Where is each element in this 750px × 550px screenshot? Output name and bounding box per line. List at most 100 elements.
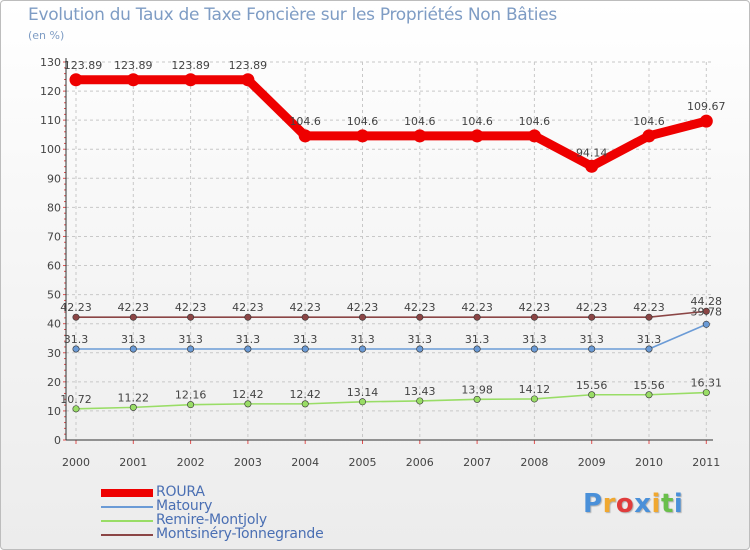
x-tick-label: 2010 [635, 456, 663, 469]
data-point [244, 345, 252, 353]
data-label: 42.23 [633, 301, 665, 314]
data-label: 13.98 [461, 383, 493, 396]
series-line-roura [71, 75, 711, 171]
data-label: 31.3 [178, 333, 203, 346]
data-label: 109.67 [687, 100, 726, 113]
x-tick-label: 2005 [349, 456, 377, 469]
data-point [527, 129, 541, 143]
data-label: 42.23 [519, 301, 551, 314]
logo-letter: i [673, 489, 684, 519]
data-point [129, 345, 137, 353]
data-label: 104.6 [519, 115, 551, 128]
x-tick-label: 2002 [177, 456, 205, 469]
logo-letter: r [602, 489, 616, 519]
data-label: 31.3 [350, 333, 375, 346]
data-label: 15.56 [576, 379, 608, 392]
series [69, 73, 713, 413]
data-label: 42.23 [289, 301, 321, 314]
data-label: 15.56 [633, 379, 665, 392]
data-point [244, 400, 252, 408]
series-line-remire-montjoly [75, 391, 708, 410]
data-point [244, 313, 252, 321]
data-label: 123.89 [171, 59, 210, 72]
data-labels: 123.89 123.89 123.89 123.89 104.6 104.6 104.6 1… [60, 59, 725, 406]
legend-swatch [101, 534, 153, 536]
data-point [301, 400, 309, 408]
legend-swatch [101, 506, 153, 508]
data-point [358, 398, 366, 406]
data-point [530, 313, 538, 321]
data-point [702, 320, 710, 328]
legend-swatch [101, 520, 153, 522]
data-label: 104.6 [633, 115, 665, 128]
data-point [645, 345, 653, 353]
x-tick-label: 2001 [119, 456, 147, 469]
data-point [241, 73, 255, 87]
data-label: 42.23 [461, 301, 493, 314]
data-point [72, 405, 80, 413]
series-line-montsin-ry-tonnegrande [75, 310, 708, 319]
data-point [358, 345, 366, 353]
data-label: 42.23 [347, 301, 379, 314]
y-tick-label: 70 [47, 230, 61, 243]
data-point [645, 391, 653, 399]
data-label: 42.23 [576, 301, 608, 314]
data-label: 42.23 [404, 301, 436, 314]
data-point [588, 345, 596, 353]
data-point [129, 313, 137, 321]
data-point [702, 307, 710, 315]
data-label: 31.3 [408, 333, 433, 346]
data-label: 42.23 [175, 301, 207, 314]
data-label: 10.72 [60, 393, 92, 406]
data-label: 31.3 [293, 333, 318, 346]
data-point [301, 345, 309, 353]
data-point [473, 345, 481, 353]
y-tick-label: 90 [47, 172, 61, 185]
y-tick-label: 60 [47, 260, 61, 273]
y-tick-label: 0 [54, 434, 61, 447]
series-line-matoury [75, 323, 708, 350]
data-point [184, 73, 198, 87]
y-tick-label: 30 [47, 347, 61, 360]
data-point [356, 129, 369, 143]
data-label: 39.78 [691, 305, 723, 318]
x-tick-label: 2003 [234, 456, 262, 469]
x-tick-label: 2000 [62, 456, 90, 469]
logo-letter: o [615, 489, 635, 519]
data-point [298, 129, 312, 143]
data-point [588, 313, 596, 321]
data-point [585, 159, 599, 173]
y-tick-label: 10 [47, 405, 61, 418]
data-label: 31.3 [121, 333, 146, 346]
data-label: 12.42 [232, 388, 264, 401]
y-tick-label: 80 [47, 201, 61, 214]
x-tick-label: 2008 [520, 456, 548, 469]
data-label: 13.14 [347, 386, 379, 399]
data-point [413, 129, 427, 143]
data-point [129, 403, 137, 411]
data-label: 16.31 [691, 377, 723, 390]
logo-letter: i [651, 489, 661, 519]
y-tick-label: 40 [47, 318, 61, 331]
x-tick-label: 2006 [406, 456, 434, 469]
y-tick-label: 110 [40, 114, 61, 127]
logo-letter: t [660, 489, 674, 519]
data-label: 123.89 [64, 59, 103, 72]
logo-letter: x [634, 489, 652, 519]
legend-label: Matoury [156, 498, 213, 514]
data-label: 31.3 [522, 333, 547, 346]
data-label: 31.3 [637, 333, 662, 346]
data-label: 31.3 [465, 333, 490, 346]
data-label: 11.22 [118, 391, 150, 404]
y-tick-label: 20 [47, 376, 61, 389]
data-point [645, 313, 653, 321]
data-point [588, 391, 596, 399]
axes: 0 10 20 30 40 50 60 70 80 90 100 110 120 130 2000 2001 2… [40, 56, 720, 469]
data-point [72, 345, 80, 353]
data-label: 104.6 [461, 115, 493, 128]
data-point [416, 397, 424, 405]
data-label: 123.89 [229, 59, 268, 72]
y-axis-unit: (en %) [28, 29, 65, 42]
